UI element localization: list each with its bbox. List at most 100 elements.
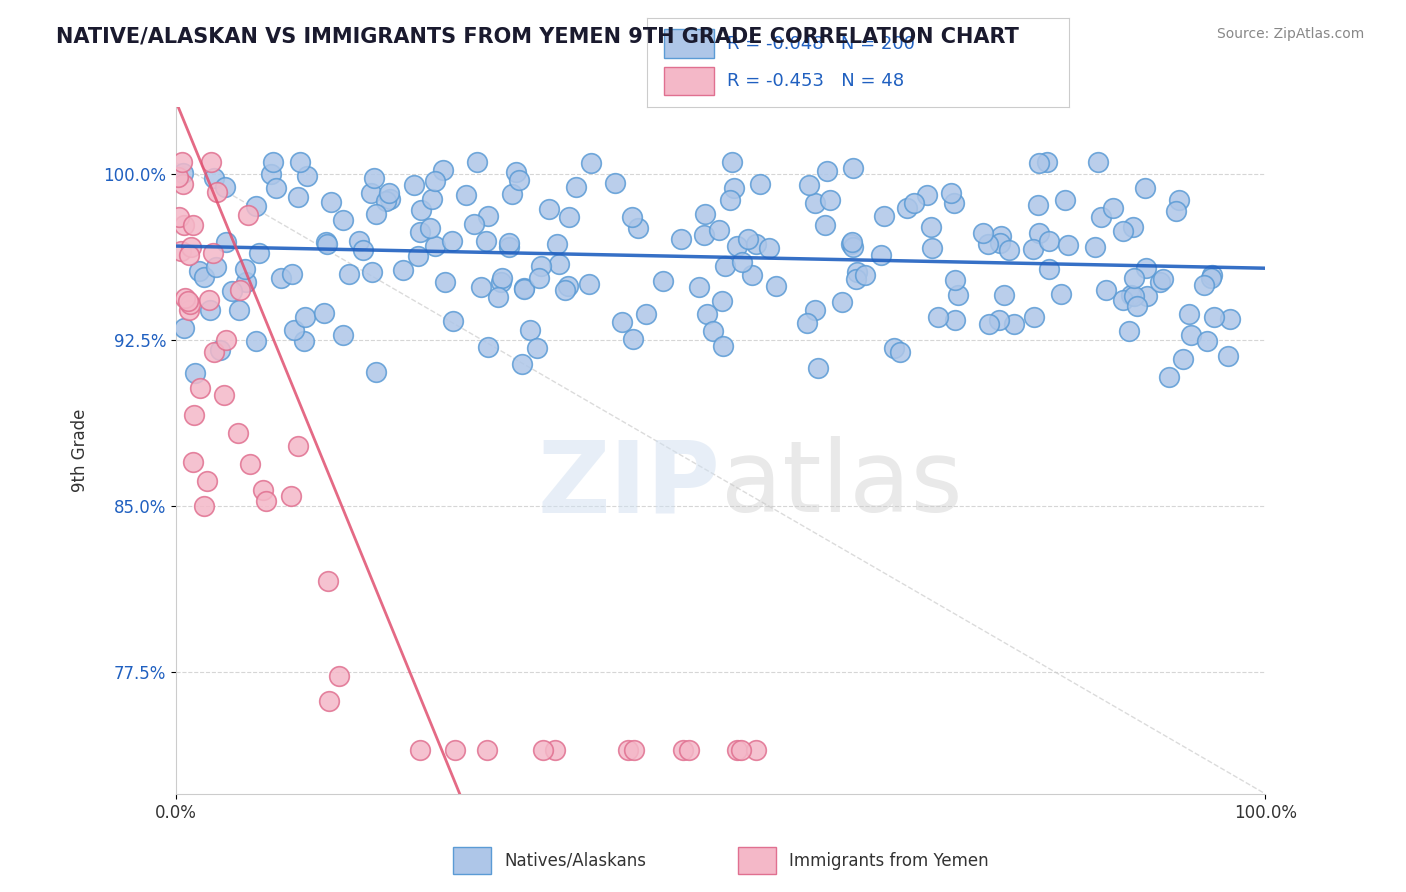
Point	[1192, 278, 1215, 293]
Point	[179, 297, 201, 311]
Point	[434, 275, 457, 289]
Point	[896, 201, 918, 215]
Point	[990, 229, 1012, 244]
Point	[200, 302, 222, 317]
Point	[1112, 293, 1135, 307]
Point	[1028, 226, 1050, 240]
Point	[508, 173, 530, 187]
Point	[997, 244, 1019, 258]
Point	[526, 341, 548, 355]
Point	[1122, 271, 1144, 285]
Point	[378, 186, 401, 201]
Point	[554, 284, 576, 298]
Point	[1028, 156, 1050, 170]
Point	[530, 259, 553, 273]
Point	[1136, 289, 1159, 303]
Point	[1149, 275, 1171, 289]
Point	[422, 192, 444, 206]
Point	[1101, 201, 1123, 215]
Point	[202, 171, 225, 186]
Point	[290, 155, 312, 169]
Point	[443, 742, 465, 756]
Point	[256, 493, 278, 508]
Point	[364, 365, 387, 379]
Point	[264, 180, 287, 194]
Point	[815, 164, 838, 178]
Point	[652, 274, 675, 288]
Point	[538, 202, 561, 216]
Point	[195, 474, 218, 488]
Point	[797, 178, 820, 193]
Point	[710, 294, 733, 309]
Point	[853, 268, 876, 282]
Point	[177, 303, 200, 318]
Point	[332, 213, 354, 227]
Point	[903, 196, 925, 211]
Point	[477, 340, 499, 354]
Point	[513, 280, 536, 294]
Point	[470, 280, 492, 294]
Text: atlas: atlas	[721, 436, 962, 533]
Point	[941, 186, 963, 200]
Point	[696, 307, 718, 321]
Point	[332, 327, 354, 342]
Point	[173, 320, 195, 334]
Point	[512, 282, 534, 296]
Point	[581, 156, 603, 170]
Point	[1038, 235, 1060, 249]
Point	[709, 223, 731, 237]
Point	[927, 310, 949, 325]
Point	[693, 207, 716, 221]
Point	[201, 246, 224, 260]
Point	[1171, 351, 1194, 366]
Point	[245, 199, 267, 213]
Point	[623, 742, 645, 756]
Point	[603, 176, 626, 190]
Point	[432, 162, 454, 177]
Point	[636, 307, 658, 321]
Point	[1118, 324, 1140, 338]
Point	[1218, 349, 1240, 363]
Point	[617, 742, 640, 756]
Point	[1157, 369, 1180, 384]
Point	[725, 239, 748, 253]
Point	[993, 287, 1015, 301]
Point	[1112, 224, 1135, 238]
Point	[173, 218, 195, 232]
Point	[1195, 334, 1218, 348]
Point	[363, 170, 385, 185]
Point	[170, 155, 193, 169]
Point	[409, 742, 432, 756]
Point	[392, 262, 415, 277]
Point	[170, 244, 193, 259]
Point	[295, 169, 318, 183]
Point	[374, 194, 396, 208]
Point	[1038, 261, 1060, 276]
Point	[408, 249, 430, 263]
Point	[796, 316, 818, 330]
Point	[803, 303, 825, 318]
Text: R = -0.048   N = 200: R = -0.048 N = 200	[727, 35, 915, 53]
Point	[491, 271, 513, 285]
Point	[1095, 283, 1118, 297]
Point	[872, 209, 894, 223]
Point	[1202, 310, 1225, 324]
Point	[1178, 307, 1201, 321]
Point	[465, 155, 488, 169]
Point	[505, 164, 527, 178]
Point	[841, 240, 863, 254]
Point	[167, 170, 190, 185]
Point	[260, 167, 283, 181]
Point	[402, 178, 425, 193]
Point	[172, 178, 194, 192]
Point	[280, 489, 302, 503]
Point	[378, 192, 401, 206]
Point	[287, 190, 309, 204]
Point	[758, 241, 780, 255]
Point	[212, 388, 235, 402]
Point	[321, 194, 343, 209]
Text: R = -0.453   N = 48: R = -0.453 N = 48	[727, 72, 904, 90]
Point	[883, 341, 905, 355]
Point	[846, 265, 869, 279]
Point	[714, 260, 737, 274]
